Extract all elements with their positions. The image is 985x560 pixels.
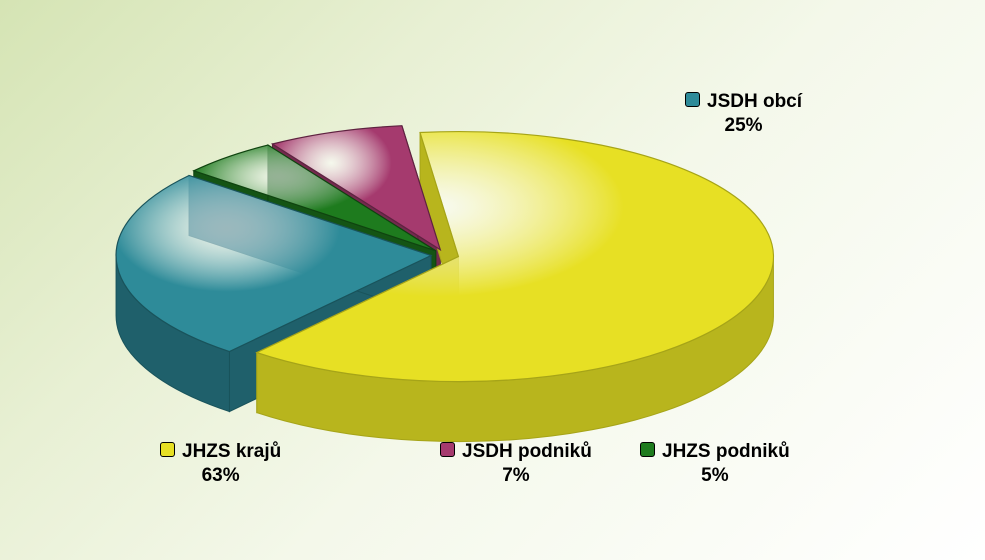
- swatch-jsdh_obci: [685, 92, 700, 107]
- swatch-jsdh_podniku: [440, 442, 455, 457]
- label-name: JSDH obcí: [707, 91, 802, 112]
- label-percent: 5%: [640, 464, 790, 488]
- label-percent: 7%: [440, 464, 592, 488]
- label-percent: 25%: [685, 114, 802, 138]
- label-name: JSDH podniků: [462, 441, 592, 462]
- swatch-jhzs_podniku: [640, 442, 655, 457]
- label-name: JHZS podniků: [662, 441, 790, 462]
- label-name: JHZS krajů: [182, 441, 281, 462]
- swatch-jhzs_kraju: [160, 442, 175, 457]
- label-jhzs_podniku: JHZS podniků5%: [640, 440, 790, 488]
- label-jsdh_obci: JSDH obcí25%: [685, 90, 802, 138]
- label-percent: 63%: [160, 464, 281, 488]
- label-jsdh_podniku: JSDH podniků7%: [440, 440, 592, 488]
- label-jhzs_kraju: JHZS krajů63%: [160, 440, 281, 488]
